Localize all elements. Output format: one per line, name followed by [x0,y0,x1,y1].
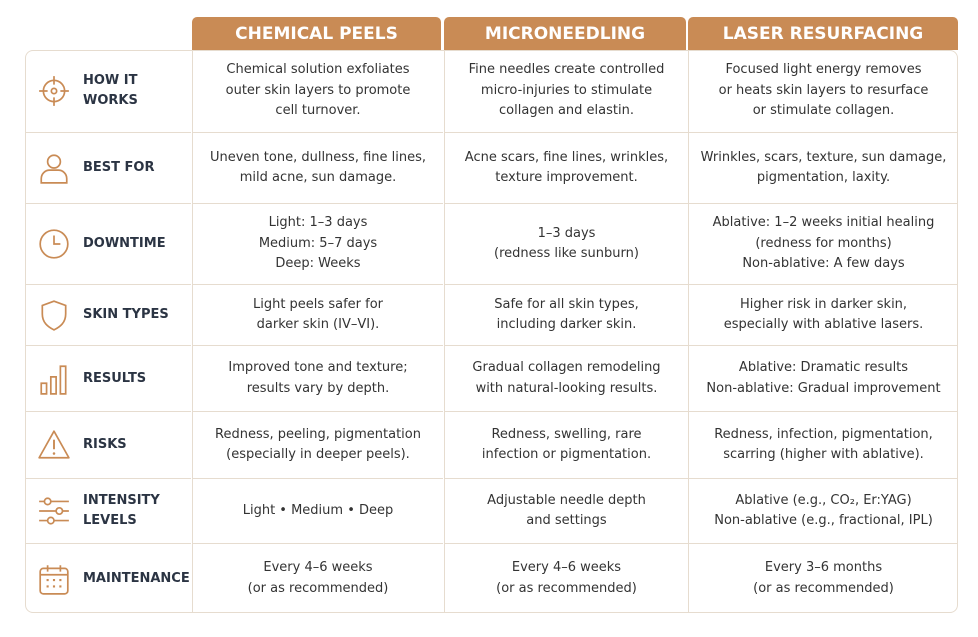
table-cell: Redness, swelling, rare infection or pig… [444,411,688,478]
table-cell: Fine needles create controlled micro-inj… [444,50,688,132]
table-cell: Acne scars, fine lines, wrinkles, textur… [444,132,688,203]
table-cell: Uneven tone, dullness, fine lines, mild … [192,132,443,203]
table-cell: Ablative: Dramatic results Non-ablative:… [688,345,958,411]
column-header: CHEMICAL PEELS [192,17,441,50]
table-cell: Redness, infection, pigmentation, scarri… [688,411,958,478]
row-label-text: MAINTENANCE [83,570,190,586]
row-icon [39,497,69,525]
row-icon [38,430,70,459]
row-icon [39,76,69,106]
row-label-text: BEST FOR [83,160,155,175]
column-header: LASER RESURFACING [688,17,958,50]
table-cell: Gradual collagen remodeling with natural… [444,345,688,411]
row-icon [39,229,69,259]
row-label-text: DOWNTIME [83,236,166,251]
row-label-text: SKIN TYPES [83,307,169,322]
table-cell: Every 4–6 weeks (or as recommended) [192,543,443,613]
table-cell: Focused light energy removes or heats sk… [688,50,958,132]
row-icon [41,300,67,331]
table-cell: Ablative (e.g., CO₂, Er:YAG) Non-ablativ… [688,478,958,543]
table-cell: 1–3 days (redness like sunburn) [444,203,688,284]
row-label: MAINTENANCE [25,543,191,613]
table-frame [25,50,958,613]
row-label-text: RISKS [83,437,127,452]
row-label: HOW IT WORKS [25,50,191,132]
row-label: DOWNTIME [25,203,191,284]
table-cell: Wrinkles, scars, texture, sun damage, pi… [688,132,958,203]
table-cell: Light: 1–3 days Medium: 5–7 days Deep: W… [192,203,443,284]
table-cell: Higher risk in darker skin, especially w… [688,284,958,345]
row-icon [40,364,67,395]
table-cell: Safe for all skin types, including darke… [444,284,688,345]
row-label: BEST FOR [25,132,191,203]
row-label: RISKS [25,411,191,478]
table-cell: Light peels safer for darker skin (IV–VI… [192,284,443,345]
table-cell: Ablative: 1–2 weeks initial healing (red… [688,203,958,284]
table-cell: Every 3–6 months (or as recommended) [688,543,958,613]
row-label-text: INTENSITY LEVELS [83,493,160,528]
table-cell: Every 4–6 weeks (or as recommended) [444,543,688,613]
row-label-text: RESULTS [83,370,147,386]
table-cell: Improved tone and texture; results vary … [192,345,443,411]
column-header: MICRONEEDLING [444,17,686,50]
table-cell: Light • Medium • Deep [192,478,443,543]
row-label: SKIN TYPES [25,284,191,345]
row-label: RESULTS [25,345,191,411]
row-icon [40,154,68,184]
table-cell: Adjustable needle depth and settings [444,478,688,543]
row-label: INTENSITY LEVELS [25,478,191,543]
row-icon [39,564,69,595]
table-cell: Chemical solution exfoliates outer skin … [192,50,443,132]
table-cell: Redness, peeling, pigmentation (especial… [192,411,443,478]
row-label-text: HOW IT WORKS [83,73,138,108]
